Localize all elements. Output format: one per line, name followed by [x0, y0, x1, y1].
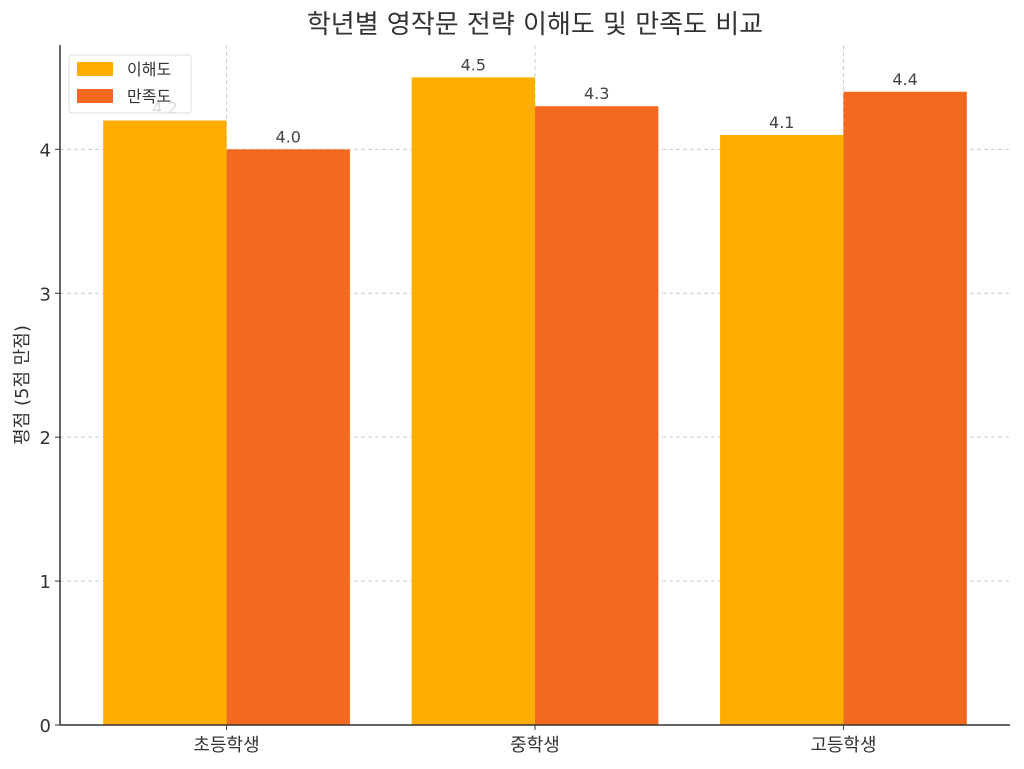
y-tick-label: 1 — [40, 572, 51, 593]
legend-swatch-understanding — [77, 62, 113, 76]
y-tick-label: 2 — [40, 428, 51, 449]
legend-label-satisfaction: 만족도 — [127, 87, 171, 106]
data-label: 4.5 — [461, 55, 486, 74]
bar-0-2 — [720, 134, 844, 725]
legend-label-understanding: 이해도 — [127, 60, 171, 79]
chart-title: 학년별 영작문 전략 이해도 및 만족도 비교 — [307, 10, 763, 40]
data-label: 4.1 — [769, 113, 794, 132]
bar-0-0 — [103, 120, 227, 726]
legend-swatch-satisfaction — [77, 89, 113, 103]
bar-1-2 — [843, 91, 967, 726]
bar-1-1 — [535, 106, 659, 726]
y-axis-label: 평점 (5점 만점) — [12, 325, 33, 445]
y-tick-label: 0 — [40, 716, 51, 737]
x-tick-label: 고등학생 — [810, 735, 876, 756]
bars: 4.24.54.14.04.34.4 — [103, 55, 967, 726]
data-label: 4.3 — [584, 84, 609, 103]
bar-1-0 — [226, 149, 350, 725]
legend: 이해도 만족도 — [68, 54, 192, 114]
x-tick-label: 중학생 — [510, 735, 560, 756]
x-tick-label: 초등학생 — [193, 735, 259, 756]
y-tick-label: 4 — [40, 140, 51, 161]
bar-0-1 — [411, 77, 535, 725]
data-label: 4.0 — [276, 127, 301, 146]
data-label: 4.4 — [892, 70, 917, 89]
axes: 0 1 2 3 4 초등학생 중학생 고등학생 — [40, 45, 1010, 756]
y-tick-label: 3 — [40, 284, 51, 305]
